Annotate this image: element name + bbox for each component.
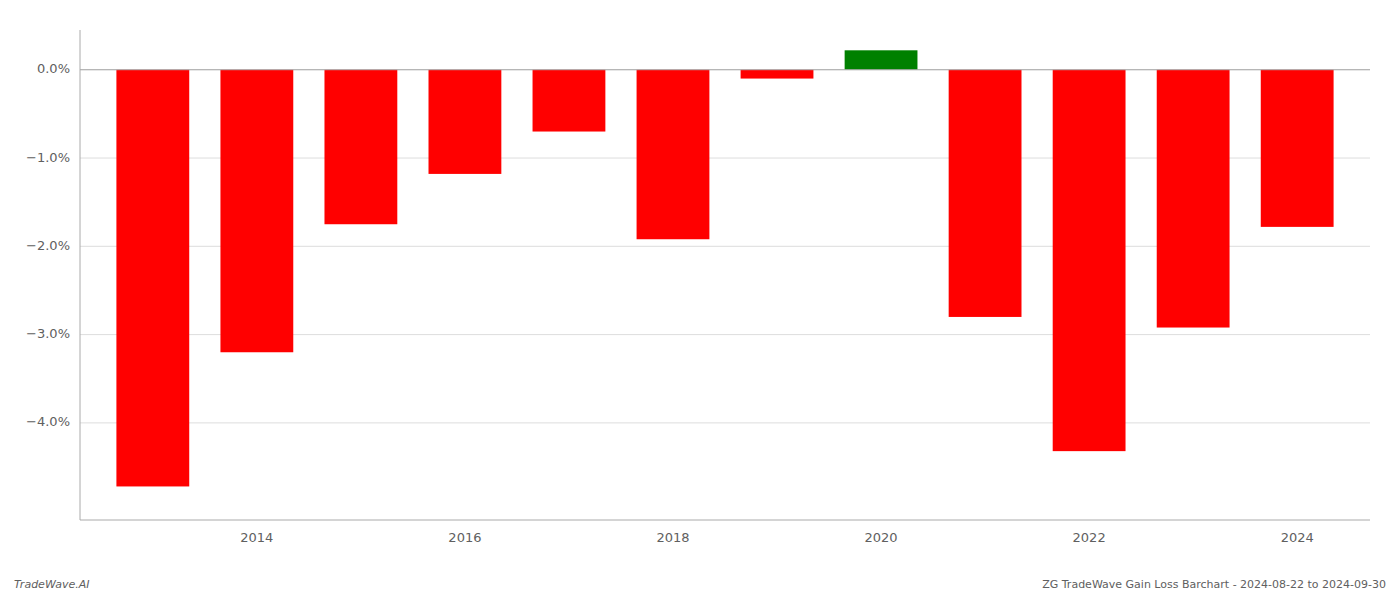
footer-right: ZG TradeWave Gain Loss Barchart - 2024-0…: [1042, 578, 1386, 591]
x-tick-label: 2018: [656, 530, 689, 545]
bar: [949, 70, 1022, 317]
bars: [116, 50, 1333, 486]
y-axis-line: [80, 30, 81, 520]
x-axis: 2014 2016 2018 2020 2022 2024: [80, 520, 1370, 545]
zero-line: [80, 69, 1370, 70]
x-axis-line: [80, 520, 1370, 521]
bar: [324, 70, 397, 225]
bar: [116, 70, 189, 487]
bar: [533, 70, 606, 132]
bar: [845, 50, 918, 69]
grid-line: [80, 69, 1370, 70]
x-tick-label: 2016: [448, 530, 481, 545]
bar: [1261, 70, 1334, 227]
y-tick-label: −1.0%: [26, 150, 70, 165]
chart-svg: 0.0% −1.0% −2.0% −3.0% −4.0% 2014 2016 2018 2020…: [0, 0, 1400, 600]
y-tick-label: −4.0%: [26, 414, 70, 429]
bar: [1157, 70, 1230, 328]
bar: [220, 70, 293, 353]
footer-left: TradeWave.AI: [14, 578, 89, 591]
x-tick-label: 2020: [865, 530, 898, 545]
grid: [80, 70, 1370, 423]
bar: [429, 70, 502, 174]
y-axis: 0.0% −1.0% −2.0% −3.0% −4.0%: [26, 30, 80, 520]
bar: [1053, 70, 1126, 451]
x-tick-label: 2022: [1073, 530, 1106, 545]
y-tick-label: 0.0%: [37, 61, 70, 76]
bar: [637, 70, 710, 240]
y-tick-label: −2.0%: [26, 238, 70, 253]
y-tick-label: −3.0%: [26, 326, 70, 341]
x-tick-label: 2024: [1281, 530, 1314, 545]
bar: [741, 70, 814, 79]
x-tick-label: 2014: [240, 530, 273, 545]
chart-container: 0.0% −1.0% −2.0% −3.0% −4.0% 2014 2016 2018 2020…: [0, 0, 1400, 600]
grid-line: [80, 422, 1370, 423]
